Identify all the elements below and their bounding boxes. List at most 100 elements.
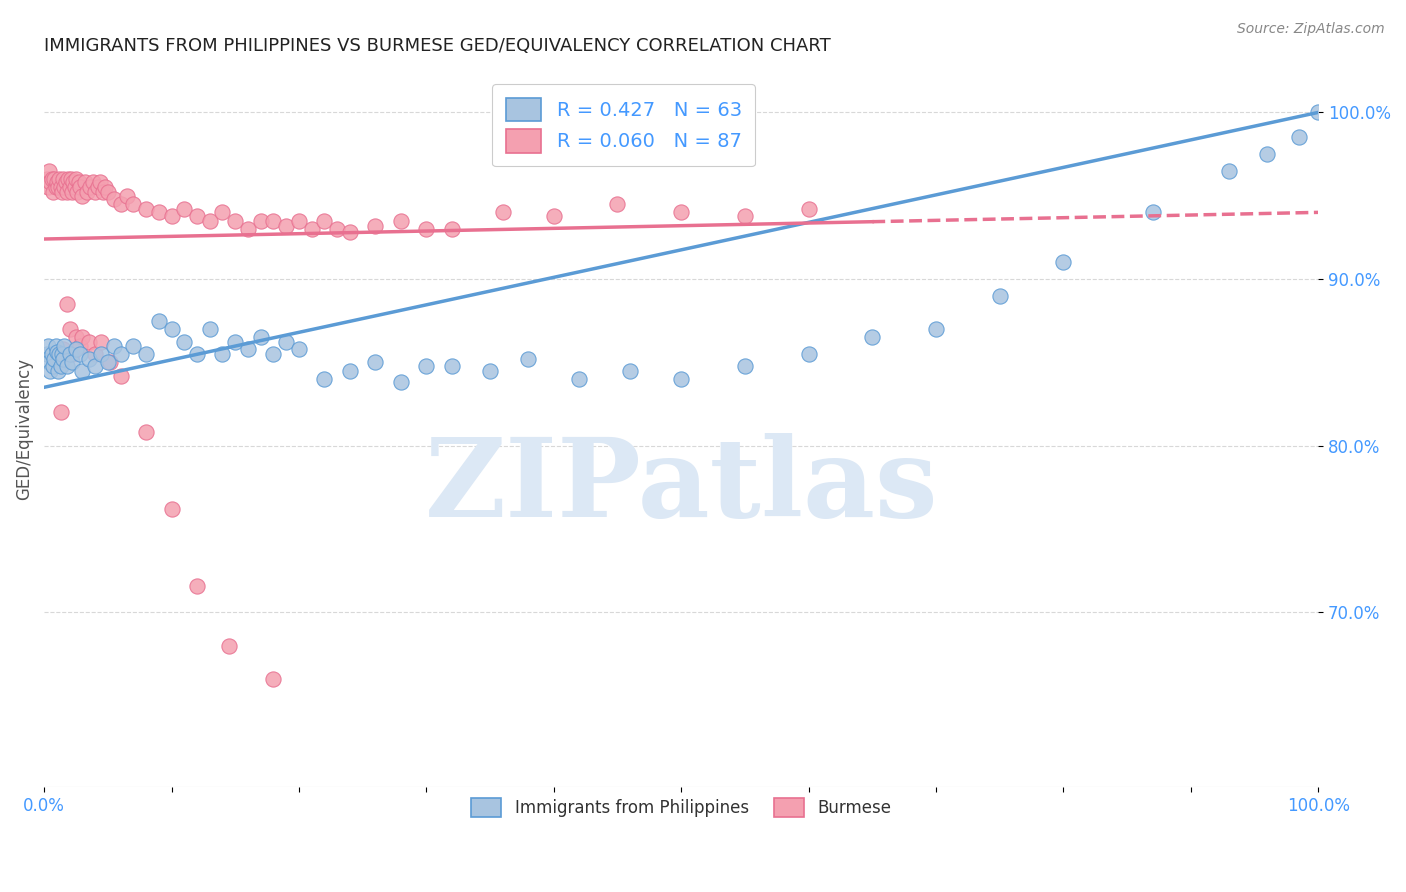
Point — [72, 330, 94, 344]
Point — [1308, 105, 1330, 120]
Point — [53, 339, 76, 353]
Point — [301, 222, 323, 236]
Point — [58, 347, 80, 361]
Point — [52, 351, 75, 366]
Point — [797, 347, 820, 361]
Point — [1256, 147, 1278, 161]
Point — [52, 342, 75, 356]
Point — [276, 335, 298, 350]
Point — [44, 172, 66, 186]
Point — [669, 372, 692, 386]
Point — [1288, 130, 1310, 145]
Point — [988, 288, 1011, 302]
Point — [389, 213, 412, 227]
Point — [60, 347, 83, 361]
Point — [94, 180, 117, 194]
Point — [66, 186, 89, 200]
Y-axis label: GED/Equivalency: GED/Equivalency — [15, 358, 32, 500]
Point — [65, 330, 87, 344]
Point — [860, 330, 883, 344]
Point — [122, 339, 145, 353]
Point — [160, 209, 183, 223]
Point — [45, 345, 67, 359]
Point — [110, 197, 132, 211]
Point — [479, 364, 502, 378]
Point — [364, 219, 387, 233]
Point — [249, 330, 271, 344]
Point — [44, 351, 66, 366]
Point — [69, 339, 91, 353]
Point — [77, 335, 100, 350]
Point — [326, 222, 349, 236]
Point — [48, 172, 70, 186]
Point — [236, 342, 259, 356]
Point — [69, 180, 91, 194]
Point — [262, 672, 284, 686]
Point — [122, 197, 145, 211]
Point — [38, 355, 60, 369]
Point — [218, 639, 240, 653]
Point — [103, 192, 125, 206]
Point — [276, 219, 298, 233]
Point — [148, 313, 170, 327]
Point — [56, 359, 79, 373]
Point — [84, 359, 107, 373]
Point — [82, 175, 104, 189]
Point — [669, 205, 692, 219]
Point — [59, 172, 82, 186]
Point — [42, 359, 65, 373]
Point — [110, 347, 132, 361]
Point — [60, 186, 83, 200]
Point — [115, 188, 138, 202]
Point — [55, 175, 77, 189]
Point — [797, 202, 820, 216]
Point — [90, 347, 112, 361]
Point — [415, 359, 437, 373]
Point — [35, 172, 58, 186]
Point — [72, 188, 94, 202]
Point — [135, 425, 157, 440]
Point — [89, 175, 111, 189]
Point — [389, 376, 412, 390]
Point — [72, 364, 94, 378]
Point — [1218, 163, 1240, 178]
Point — [925, 322, 948, 336]
Point — [288, 213, 311, 227]
Point — [224, 213, 246, 227]
Point — [262, 347, 284, 361]
Point — [58, 322, 80, 336]
Point — [67, 175, 90, 189]
Point — [543, 209, 565, 223]
Point — [734, 359, 756, 373]
Point — [62, 175, 84, 189]
Point — [58, 180, 80, 194]
Point — [49, 359, 72, 373]
Point — [236, 222, 259, 236]
Point — [98, 355, 121, 369]
Point — [56, 297, 79, 311]
Point — [91, 186, 114, 200]
Point — [37, 339, 59, 353]
Point — [364, 355, 387, 369]
Point — [249, 213, 271, 227]
Point — [339, 225, 361, 239]
Point — [288, 342, 311, 356]
Point — [49, 180, 72, 194]
Point — [606, 197, 628, 211]
Point — [568, 372, 591, 386]
Point — [186, 209, 208, 223]
Point — [198, 322, 221, 336]
Point — [46, 364, 69, 378]
Point — [39, 175, 62, 189]
Point — [53, 180, 76, 194]
Point — [37, 180, 59, 194]
Point — [211, 347, 233, 361]
Point — [186, 578, 208, 592]
Point — [69, 347, 91, 361]
Point — [77, 351, 100, 366]
Point — [1142, 205, 1164, 219]
Point — [160, 502, 183, 516]
Point — [734, 209, 756, 223]
Point — [186, 347, 208, 361]
Point — [84, 347, 107, 361]
